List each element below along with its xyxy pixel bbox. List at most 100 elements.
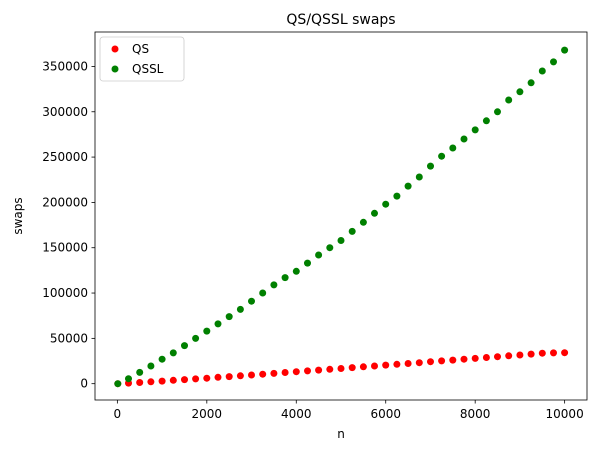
data-point [538, 67, 546, 75]
data-point [203, 327, 211, 335]
data-point [527, 79, 535, 87]
data-point [304, 367, 311, 375]
data-point [471, 126, 479, 134]
y-tick-label: 300000 [42, 105, 88, 119]
data-point [259, 370, 267, 378]
data-point [561, 349, 569, 357]
data-point [550, 349, 557, 357]
x-axis-label: n [337, 427, 345, 441]
data-point [393, 360, 401, 368]
data-point [460, 355, 468, 363]
data-point [527, 350, 535, 358]
axes-frame [94, 31, 588, 401]
data-point [214, 320, 222, 328]
data-point [482, 117, 490, 125]
data-point [337, 365, 345, 372]
data-point [147, 362, 155, 370]
data-point [225, 373, 233, 381]
data-point [404, 182, 412, 190]
data-point [214, 373, 222, 381]
data-point [203, 374, 211, 382]
data-point [359, 363, 367, 371]
data-point [516, 88, 524, 96]
x-tick-label: 6000 [370, 407, 401, 421]
data-point [136, 368, 144, 376]
data-point [494, 353, 501, 361]
data-point [505, 96, 513, 104]
x-axis: 0 2000 4000 6000 8000 10000 [114, 400, 584, 421]
x-tick-label: 2000 [192, 407, 223, 421]
data-point [326, 244, 334, 252]
legend-marker-qssl [111, 65, 119, 73]
data-point [348, 364, 356, 372]
data-point [292, 267, 300, 275]
data-point [248, 371, 255, 379]
data-point [438, 357, 446, 365]
data-point [371, 209, 378, 217]
y-axis: 0 50000 100000 150000 200000 250000 300000 3500… [42, 59, 95, 391]
data-point [494, 108, 501, 116]
data-point [181, 342, 188, 350]
data-point [538, 349, 546, 357]
plot-area [95, 32, 587, 400]
data-point [147, 378, 155, 386]
data-point [449, 144, 457, 152]
y-tick-label: 200000 [42, 195, 88, 209]
data-point [326, 365, 334, 373]
y-tick-label: 0 [80, 377, 88, 391]
data-point [460, 135, 468, 143]
y-tick-label: 150000 [42, 241, 88, 255]
data-point [225, 313, 233, 321]
data-point [248, 297, 255, 305]
x-tick-label: 4000 [281, 407, 312, 421]
data-point [415, 173, 423, 181]
series-qssl [114, 46, 569, 388]
data-point [281, 369, 289, 376]
data-point [281, 274, 289, 282]
legend-label-qs: QS [132, 42, 149, 56]
data-point [236, 305, 244, 313]
data-point [359, 218, 367, 226]
legend-label-qssl: QSSL [132, 62, 164, 76]
data-point [192, 375, 200, 383]
data-point [337, 237, 345, 244]
legend-box [99, 36, 185, 82]
data-point [382, 361, 390, 369]
data-point [304, 259, 311, 267]
data-point [169, 349, 177, 357]
data-point [169, 376, 177, 384]
data-point [136, 379, 144, 386]
data-point [158, 355, 166, 363]
data-point [315, 366, 323, 374]
x-tick-label: 0 [114, 407, 122, 421]
data-point [181, 376, 188, 384]
data-point [382, 200, 390, 208]
data-point [114, 380, 122, 388]
data-point [236, 372, 244, 380]
series-layer [114, 46, 569, 388]
data-point [449, 356, 457, 364]
data-point [550, 58, 557, 66]
axes-background [95, 32, 587, 400]
y-axis-label: swaps [11, 197, 25, 234]
data-point [270, 281, 278, 289]
legend: QS QSSL [99, 36, 185, 82]
x-tick-label: 8000 [460, 407, 491, 421]
y-tick-label: 100000 [42, 286, 88, 300]
data-point [516, 351, 524, 359]
y-tick-label: 50000 [50, 331, 88, 345]
data-point [371, 362, 378, 370]
data-point [393, 192, 401, 200]
legend-marker-qs [111, 45, 119, 53]
data-point [427, 162, 434, 170]
data-point [158, 377, 166, 385]
data-point [315, 251, 323, 259]
data-point [438, 152, 446, 160]
data-point [270, 369, 278, 377]
data-point [471, 354, 479, 362]
y-tick-label: 250000 [42, 150, 88, 164]
y-tick-label: 350000 [42, 59, 88, 73]
data-point [192, 334, 200, 342]
